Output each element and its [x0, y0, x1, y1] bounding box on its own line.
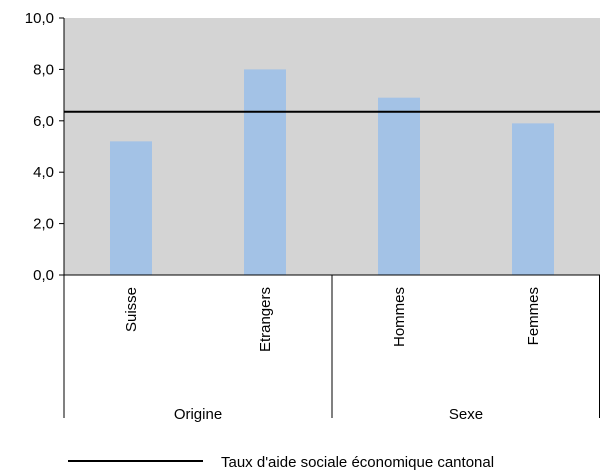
legend: Taux d'aide sociale économique cantonal	[68, 454, 494, 471]
x-tick-label: Suisse	[123, 287, 140, 332]
y-tick-label: 10,0	[25, 10, 54, 27]
axes	[59, 17, 600, 418]
y-tick-label: 8,0	[33, 61, 54, 78]
y-tick-label: 6,0	[33, 113, 54, 130]
bar-femmes	[512, 123, 554, 276]
bar-etrangers	[244, 69, 286, 276]
group-label: Origine	[174, 406, 222, 423]
x-tick-label: Femmes	[525, 287, 542, 345]
y-axis-tick-labels: 0,0 2,0 4,0 6,0 8,0 10,0	[25, 10, 54, 284]
y-tick-label: 0,0	[33, 267, 54, 284]
y-tick-label: 4,0	[33, 164, 54, 181]
bar-suisse	[110, 141, 152, 275]
x-tick-label: Hommes	[391, 287, 408, 347]
legend-label: Taux d'aide sociale économique cantonal	[221, 454, 494, 471]
bars	[110, 69, 554, 276]
bar-hommes	[378, 97, 420, 275]
x-axis-category-labels: Suisse Etrangers Hommes Femmes	[123, 287, 542, 352]
y-tick-label: 2,0	[33, 216, 54, 233]
plot-area	[64, 18, 600, 275]
group-label: Sexe	[449, 406, 483, 423]
x-axis-group-labels: Origine Sexe	[174, 406, 483, 423]
x-tick-label: Etrangers	[257, 287, 274, 352]
